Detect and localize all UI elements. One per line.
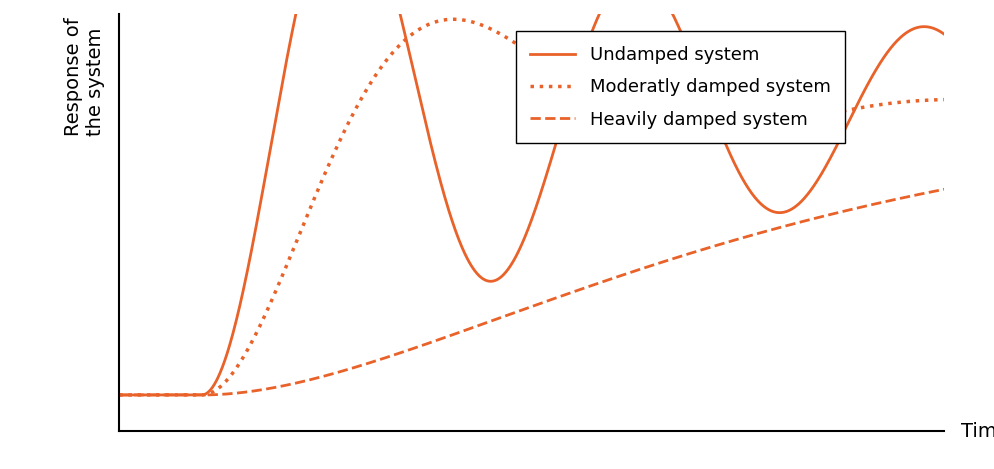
- Legend: Undamped system, Moderatly damped system, Heavily damped system: Undamped system, Moderatly damped system…: [516, 31, 845, 143]
- Y-axis label: Response of
the system: Response of the system: [65, 17, 105, 136]
- Text: Time: Time: [961, 422, 994, 441]
